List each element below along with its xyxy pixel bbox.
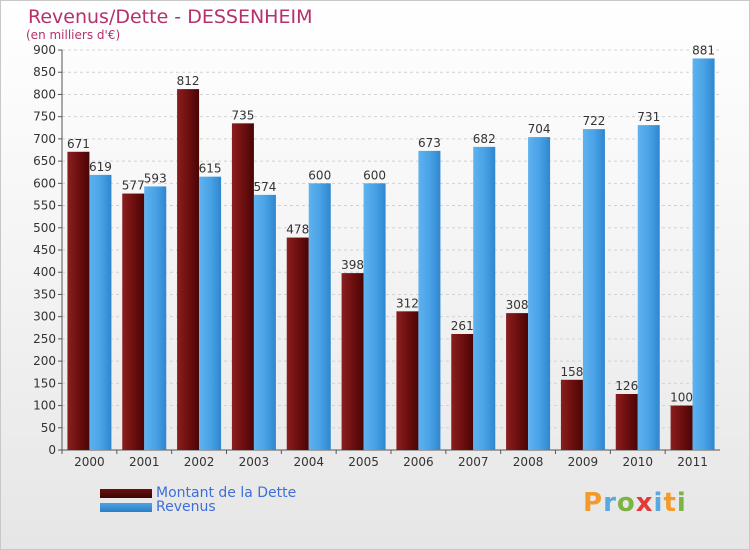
data-label: 812	[177, 74, 200, 88]
bar-revenue	[144, 186, 167, 450]
y-tick-label: 100	[33, 399, 56, 413]
bar-revenue	[418, 150, 441, 450]
bar-revenue	[637, 125, 660, 450]
y-tick-label: 650	[33, 154, 56, 168]
y-tick-label: 600	[33, 176, 56, 190]
x-tick-label: 2009	[568, 455, 599, 469]
bar-debt	[122, 193, 145, 451]
data-label: 619	[89, 160, 112, 174]
bar-debt	[286, 237, 309, 450]
bar-debt	[67, 151, 90, 450]
data-label: 308	[506, 298, 529, 312]
x-tick-label: 2005	[348, 455, 379, 469]
legend-item-revenue: Revenus	[100, 500, 296, 514]
y-tick-label: 0	[48, 443, 56, 457]
logo-letter: x	[635, 488, 654, 518]
y-tick-label: 400	[33, 265, 56, 279]
chart-title: Revenus/Dette - DESSENHEIM	[28, 6, 313, 28]
logo-letter: r	[603, 488, 617, 518]
data-label: 722	[582, 114, 605, 128]
legend-swatch-debt	[100, 488, 152, 498]
x-tick-label: 2004	[293, 455, 324, 469]
data-label: 881	[692, 43, 715, 57]
proxiti-logo: Proxiti	[583, 488, 687, 518]
data-label: 600	[363, 168, 386, 182]
y-tick-label: 700	[33, 132, 56, 146]
bar-revenue	[199, 176, 222, 450]
bar-revenue	[528, 137, 551, 450]
data-label: 312	[396, 296, 419, 310]
bar-revenue	[363, 183, 386, 451]
x-tick-label: 2007	[458, 455, 489, 469]
data-label: 682	[473, 132, 496, 146]
bar-revenue	[89, 174, 112, 450]
legend-label-debt: Montant de la Dette	[156, 485, 297, 501]
y-tick-label: 550	[33, 199, 56, 213]
y-tick-label: 200	[33, 354, 56, 368]
y-tick-label: 250	[33, 332, 56, 346]
data-label: 600	[308, 168, 331, 182]
data-label: 100	[670, 391, 693, 405]
y-tick-label: 300	[33, 310, 56, 324]
bar-revenue	[308, 183, 331, 451]
data-label: 735	[231, 108, 254, 122]
data-label: 673	[418, 136, 441, 150]
x-tick-label: 2001	[129, 455, 160, 469]
x-tick-label: 2006	[403, 455, 434, 469]
y-tick-label: 50	[41, 421, 56, 435]
legend-swatch-revenue	[100, 502, 152, 512]
y-tick-label: 750	[33, 110, 56, 124]
bar-debt	[396, 311, 419, 450]
x-tick-label: 2008	[513, 455, 544, 469]
bar-revenue	[253, 194, 276, 450]
y-tick-label: 450	[33, 243, 56, 257]
logo-letter: P	[583, 488, 604, 518]
data-label: 261	[451, 319, 474, 333]
logo-letter: t	[663, 488, 677, 518]
data-label: 478	[286, 223, 309, 237]
x-tick-label: 2002	[184, 455, 215, 469]
bar-debt	[451, 334, 474, 450]
x-tick-label: 2000	[74, 455, 105, 469]
data-label: 126	[615, 379, 638, 393]
data-label: 671	[67, 137, 90, 151]
bar-debt	[670, 405, 693, 450]
bar-debt	[231, 123, 254, 450]
bar-debt	[560, 379, 583, 450]
data-label: 577	[122, 179, 145, 193]
data-label: 398	[341, 258, 364, 272]
data-label: 158	[560, 365, 583, 379]
bar-debt	[177, 89, 200, 450]
x-tick-label: 2003	[239, 455, 270, 469]
y-tick-label: 900	[33, 43, 56, 57]
data-label: 731	[637, 110, 660, 124]
logo-letter: i	[653, 488, 664, 518]
legend-item-debt: Montant de la Dette	[100, 486, 296, 500]
data-label: 704	[528, 122, 551, 136]
data-label: 574	[253, 180, 276, 194]
bar-revenue	[582, 129, 605, 450]
y-tick-label: 500	[33, 221, 56, 235]
legend: Montant de la Dette Revenus	[100, 486, 296, 514]
chart-subtitle: (en milliers d'€)	[26, 28, 121, 42]
x-tick-label: 2010	[622, 455, 653, 469]
bar-debt	[341, 273, 364, 450]
bar-debt	[506, 313, 529, 450]
bar-revenue	[473, 146, 496, 450]
bar-debt	[615, 394, 638, 450]
logo-letter: i	[676, 488, 687, 518]
legend-label-revenue: Revenus	[156, 499, 216, 515]
logo-letter: o	[616, 488, 636, 518]
y-tick-label: 850	[33, 65, 56, 79]
y-tick-label: 350	[33, 287, 56, 301]
data-label: 615	[199, 162, 222, 176]
x-tick-label: 2011	[677, 455, 708, 469]
y-tick-label: 800	[33, 87, 56, 101]
data-label: 593	[144, 171, 167, 185]
y-tick-label: 150	[33, 376, 56, 390]
bar-revenue	[692, 58, 715, 450]
